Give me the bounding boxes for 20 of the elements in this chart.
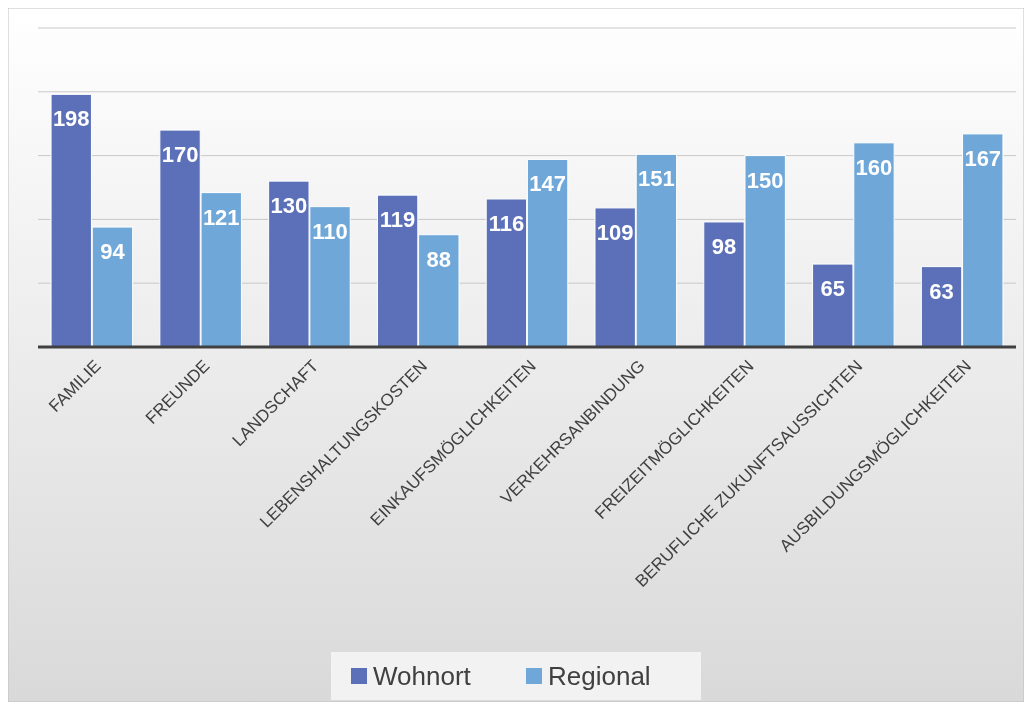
data-label: 119 xyxy=(379,207,416,233)
data-label: 109 xyxy=(596,219,634,245)
data-label: 121 xyxy=(202,204,240,230)
data-label: 116 xyxy=(488,210,525,236)
data-label: 170 xyxy=(161,142,199,168)
data-label: 160 xyxy=(855,154,893,180)
data-label: 110 xyxy=(312,218,348,244)
text: Regional xyxy=(548,661,651,691)
data-label: 94 xyxy=(100,239,126,265)
data-label: 198 xyxy=(52,106,90,132)
data-label: 167 xyxy=(964,145,1002,171)
data-label: 63 xyxy=(929,278,954,304)
data-label: 88 xyxy=(426,246,452,272)
data-label: 147 xyxy=(529,171,566,197)
data-label: 150 xyxy=(746,167,784,193)
data-label: 98 xyxy=(711,233,737,259)
data-label: 130 xyxy=(270,193,308,219)
legend-label: Wohnort xyxy=(373,661,472,691)
data-label: 151 xyxy=(638,166,675,192)
data-label: 65 xyxy=(820,276,845,302)
